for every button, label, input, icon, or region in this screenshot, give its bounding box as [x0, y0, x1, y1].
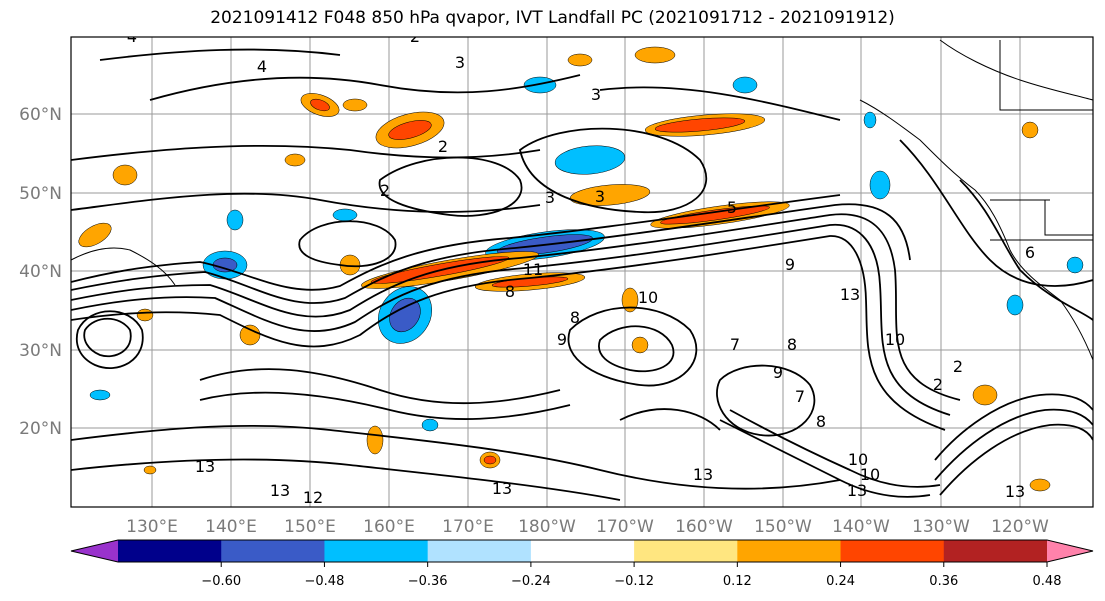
contour-label: 4 [127, 27, 137, 46]
contour-label: 13 [492, 479, 512, 498]
contour-label: 7 [730, 335, 740, 354]
lon-label: 150°W [754, 517, 812, 537]
contour-label: 13 [270, 481, 290, 500]
colorbar-segment [943, 540, 1048, 562]
contour-label: 2 [438, 137, 448, 156]
latitude-labels: 60°N 50°N 40°N 30°N 20°N [19, 105, 62, 439]
contour-label: 9 [785, 255, 795, 274]
contour-label: 10 [638, 288, 658, 307]
colorbar-segment [221, 540, 325, 562]
colorbar-tick-label: 0.24 [826, 574, 855, 589]
coastlines [71, 39, 1093, 361]
contour-label: 7 [795, 387, 805, 406]
colorbar-tick-label: 0.12 [723, 574, 752, 589]
contour-label: 3 [545, 188, 555, 207]
contour-label: 6 [1025, 243, 1035, 262]
contour-label: 10 [885, 330, 905, 349]
lon-label: 120°W [991, 517, 1049, 537]
lon-label: 130°E [126, 517, 178, 537]
lat-label: 50°N [19, 184, 62, 204]
colorbar-segment [530, 540, 635, 562]
colorbar-segment [737, 540, 842, 562]
colorbar-segment [427, 540, 532, 562]
lon-label: 170°W [596, 517, 654, 537]
lon-label: 160°W [675, 517, 733, 537]
lat-label: 20°N [19, 419, 62, 439]
colorbar-extend-low [71, 540, 118, 562]
colorbar-tick-labels: −0.60 −0.48 −0.36 −0.24 −0.12 0.12 0.24 0.36 0.4… [201, 562, 1062, 589]
lon-label: 160°E [363, 517, 415, 537]
lon-label: 130°W [912, 517, 970, 537]
contour-label: 13 [693, 465, 713, 484]
contour-label: 10 [860, 465, 880, 484]
longitude-labels: 130°E 140°E 150°E 160°E 170°E 180°W 170°W 160°W… [126, 517, 1049, 537]
lon-label: 140°W [832, 517, 890, 537]
contour-label: 3 [455, 53, 465, 72]
contour-label: 2 [410, 27, 420, 46]
contour-label: 12 [303, 488, 323, 507]
contour-label: 5 [727, 198, 737, 217]
contour-label: 8 [570, 308, 580, 327]
colorbar-extend-high [1047, 540, 1093, 562]
colorbar-tick-label: 0.48 [1033, 574, 1062, 589]
contour-label: 4 [257, 57, 267, 76]
plot-frame [70, 36, 1094, 508]
colorbar-segment [118, 540, 222, 562]
colorbar-tick-label: −0.12 [614, 574, 654, 589]
lon-label: 150°E [284, 517, 336, 537]
contour-label: 13 [847, 481, 867, 500]
contour-label: 2 [380, 181, 390, 200]
contour-label: 9 [773, 363, 783, 382]
lat-label: 60°N [19, 105, 62, 125]
contour-label: 13 [195, 457, 215, 476]
colorbar-segment [634, 540, 738, 562]
lon-label: 140°E [205, 517, 257, 537]
lat-label: 30°N [19, 341, 62, 361]
contour-label: 11 [523, 260, 543, 279]
contour-label: 10 [848, 450, 868, 469]
colorbar-outline [70, 539, 1094, 563]
ivt-contours [71, 48, 1093, 501]
colorbar-tick-label: −0.24 [511, 574, 551, 589]
lat-label: 40°N [19, 262, 62, 282]
contour-label: 2 [953, 357, 963, 376]
contour-label: 13 [1005, 482, 1025, 501]
colorbar-segment [840, 540, 945, 562]
chart-title: 2021091412 F048 850 hPa qvapor, IVT Land… [210, 8, 895, 28]
colorbar-segment [324, 540, 429, 562]
colorbar-tick-label: 0.36 [929, 574, 958, 589]
contour-label: 9 [557, 330, 567, 349]
contour-label: 3 [595, 187, 605, 206]
contour-label: 8 [816, 412, 826, 431]
colorbar-tick-label: −0.48 [305, 574, 345, 589]
contour-label: 13 [840, 285, 860, 304]
colorbar-tick-label: −0.60 [201, 574, 241, 589]
contour-label: 2 [933, 375, 943, 394]
contour-label: 8 [505, 282, 515, 301]
contour-label: 3 [591, 85, 601, 104]
lon-label: 180°W [518, 517, 576, 537]
lon-label: 170°E [442, 517, 494, 537]
contour-label: 8 [787, 335, 797, 354]
colorbar-tick-label: −0.36 [408, 574, 448, 589]
colorbar [70, 539, 1094, 563]
